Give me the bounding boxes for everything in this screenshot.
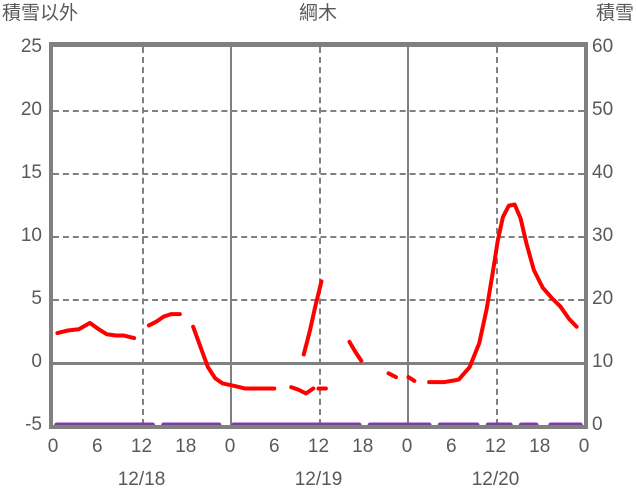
x-tick-0: 0 (47, 436, 59, 457)
right-tick-50: 50 (592, 99, 614, 120)
right-tick-40: 40 (592, 162, 614, 183)
left-tick-5: 5 (31, 288, 42, 309)
series-0-segment-9 (427, 202, 579, 385)
left-tick--5: -5 (25, 414, 42, 435)
left-tick-0: 0 (31, 351, 42, 372)
x-tick-11: 18 (529, 436, 551, 457)
x-tick-1: 6 (91, 436, 103, 457)
gridline-x-36 (318, 47, 321, 425)
left-axis-unit-label: 積雪以外 (2, 3, 79, 24)
series-0-segment-7 (386, 371, 398, 380)
right-tick-20: 20 (592, 288, 614, 309)
left-tick-25: 25 (20, 36, 42, 57)
left-tick-15: 15 (20, 162, 42, 183)
gridline-x-12 (141, 47, 144, 425)
series-0-segment-1 (146, 312, 182, 328)
x-tick-7: 18 (352, 436, 374, 457)
x-tick-3: 18 (175, 436, 197, 457)
day-label-0: 12/18 (117, 469, 166, 490)
right-tick-30: 30 (592, 225, 614, 246)
series-0-segment-2 (191, 324, 277, 391)
x-tick-4: 0 (224, 436, 236, 457)
series-0-segment-0 (55, 320, 137, 341)
plot-area (49, 42, 588, 429)
x-tick-2: 12 (130, 436, 153, 457)
plot-inner (53, 47, 584, 425)
right-tick-0: 0 (592, 414, 603, 435)
series-0-segment-8 (406, 375, 417, 383)
series-0-segment-5 (301, 279, 324, 357)
right-tick-10: 10 (592, 351, 614, 372)
right-axis-unit-label: 積雪 (595, 3, 634, 24)
x-tick-6: 12 (307, 436, 330, 457)
series-0-segment-6 (347, 339, 364, 363)
x-tick-5: 6 (268, 436, 280, 457)
data-series-layer (54, 202, 583, 425)
left-tick-20: 20 (20, 99, 42, 120)
day-label-1: 12/19 (294, 469, 343, 490)
chart-title: 綱木 (298, 3, 337, 24)
x-tick-8: 0 (401, 436, 413, 457)
right-tick-60: 60 (592, 36, 614, 57)
left-tick-10: 10 (20, 225, 42, 246)
series-0-segment-3 (289, 385, 316, 396)
gridline-day-24 (230, 47, 232, 425)
x-tick-10: 12 (484, 436, 507, 457)
gridline-day-48 (407, 47, 409, 425)
x-tick-12: 0 (578, 436, 590, 457)
day-label-2: 12/20 (471, 469, 520, 490)
x-tick-9: 6 (445, 436, 457, 457)
gridline-x-60 (495, 47, 498, 425)
